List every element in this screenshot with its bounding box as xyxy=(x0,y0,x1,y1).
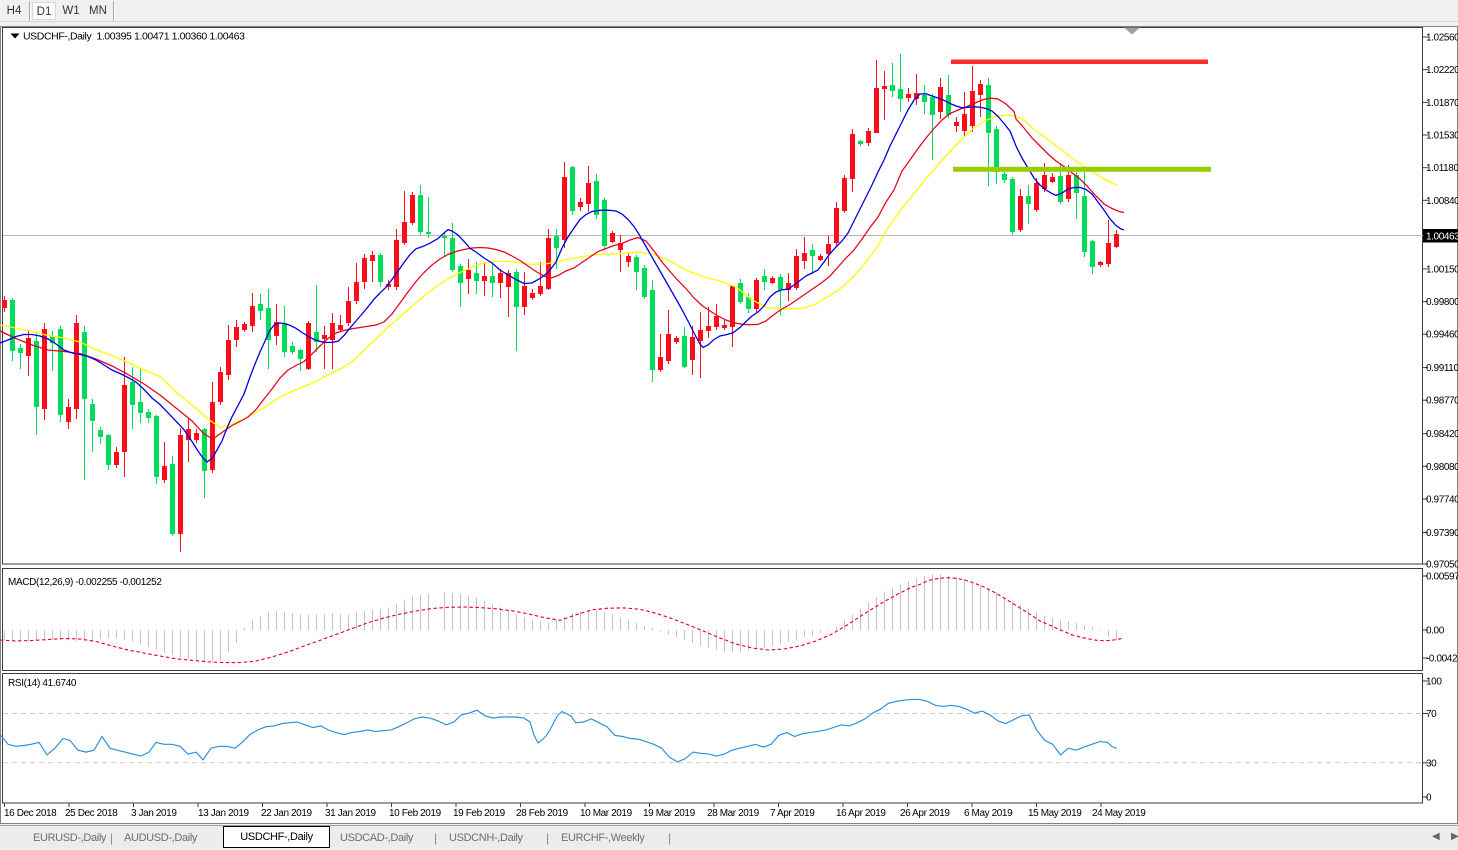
svg-text:25 Dec 2018: 25 Dec 2018 xyxy=(65,808,118,819)
svg-text:13 Jan 2019: 13 Jan 2019 xyxy=(198,808,249,819)
svg-text:16 Dec 2018: 16 Dec 2018 xyxy=(4,808,57,819)
svg-text:0.98080: 0.98080 xyxy=(1426,462,1458,473)
svg-text:0: 0 xyxy=(1426,793,1432,804)
svg-text:16 Apr 2019: 16 Apr 2019 xyxy=(836,808,886,819)
svg-text:1.00150: 1.00150 xyxy=(1426,264,1458,275)
svg-text:1.02220: 1.02220 xyxy=(1426,65,1458,76)
svg-text:0.99110: 0.99110 xyxy=(1426,363,1458,374)
svg-text:1.00840: 1.00840 xyxy=(1426,196,1458,207)
svg-text:0.97740: 0.97740 xyxy=(1426,494,1458,505)
svg-text:31 Jan 2019: 31 Jan 2019 xyxy=(325,808,376,819)
svg-text:0.99460: 0.99460 xyxy=(1426,330,1458,341)
svg-text:0.00: 0.00 xyxy=(1426,626,1445,637)
svg-text:10 Feb 2019: 10 Feb 2019 xyxy=(389,808,442,819)
svg-text:28 Feb 2019: 28 Feb 2019 xyxy=(516,808,569,819)
svg-text:28 Mar 2019: 28 Mar 2019 xyxy=(707,808,760,819)
svg-text:0.98420: 0.98420 xyxy=(1426,429,1458,440)
svg-text:1.01870: 1.01870 xyxy=(1426,98,1458,109)
svg-text:30: 30 xyxy=(1426,758,1437,769)
svg-text:1.01530: 1.01530 xyxy=(1426,131,1458,142)
svg-text:1.02560: 1.02560 xyxy=(1426,33,1458,44)
svg-text:1.00463: 1.00463 xyxy=(1426,232,1458,243)
svg-text:-0.00424: -0.00424 xyxy=(1426,654,1458,665)
svg-text:0.97390: 0.97390 xyxy=(1426,528,1458,539)
svg-text:MACD(12,26,9) -0.002255 -0.001: MACD(12,26,9) -0.002255 -0.001252 xyxy=(8,577,162,588)
svg-text:RSI(14) 41.6740: RSI(14) 41.6740 xyxy=(8,678,77,689)
svg-text:0.99800: 0.99800 xyxy=(1426,297,1458,308)
svg-text:15 May 2019: 15 May 2019 xyxy=(1028,808,1082,819)
svg-text:100: 100 xyxy=(1426,677,1442,688)
svg-text:70: 70 xyxy=(1426,709,1437,720)
svg-text:19 Mar 2019: 19 Mar 2019 xyxy=(643,808,696,819)
svg-text:0.98770: 0.98770 xyxy=(1426,396,1458,407)
svg-text:24 May 2019: 24 May 2019 xyxy=(1092,808,1146,819)
svg-text:0.00597: 0.00597 xyxy=(1426,572,1458,583)
svg-text:USDCHF-,Daily 1.00395 1.00471: USDCHF-,Daily 1.00395 1.00471 1.00360 1.… xyxy=(23,31,245,43)
svg-text:1.01180: 1.01180 xyxy=(1426,163,1458,174)
svg-text:0.97050: 0.97050 xyxy=(1426,560,1458,571)
svg-text:7 Apr 2019: 7 Apr 2019 xyxy=(770,808,815,819)
svg-text:26 Apr 2019: 26 Apr 2019 xyxy=(900,808,950,819)
svg-text:10 Mar 2019: 10 Mar 2019 xyxy=(580,808,633,819)
svg-text:19 Feb 2019: 19 Feb 2019 xyxy=(453,808,506,819)
svg-text:3 Jan 2019: 3 Jan 2019 xyxy=(131,808,177,819)
svg-text:6 May 2019: 6 May 2019 xyxy=(964,808,1013,819)
svg-text:22 Jan 2019: 22 Jan 2019 xyxy=(261,808,312,819)
